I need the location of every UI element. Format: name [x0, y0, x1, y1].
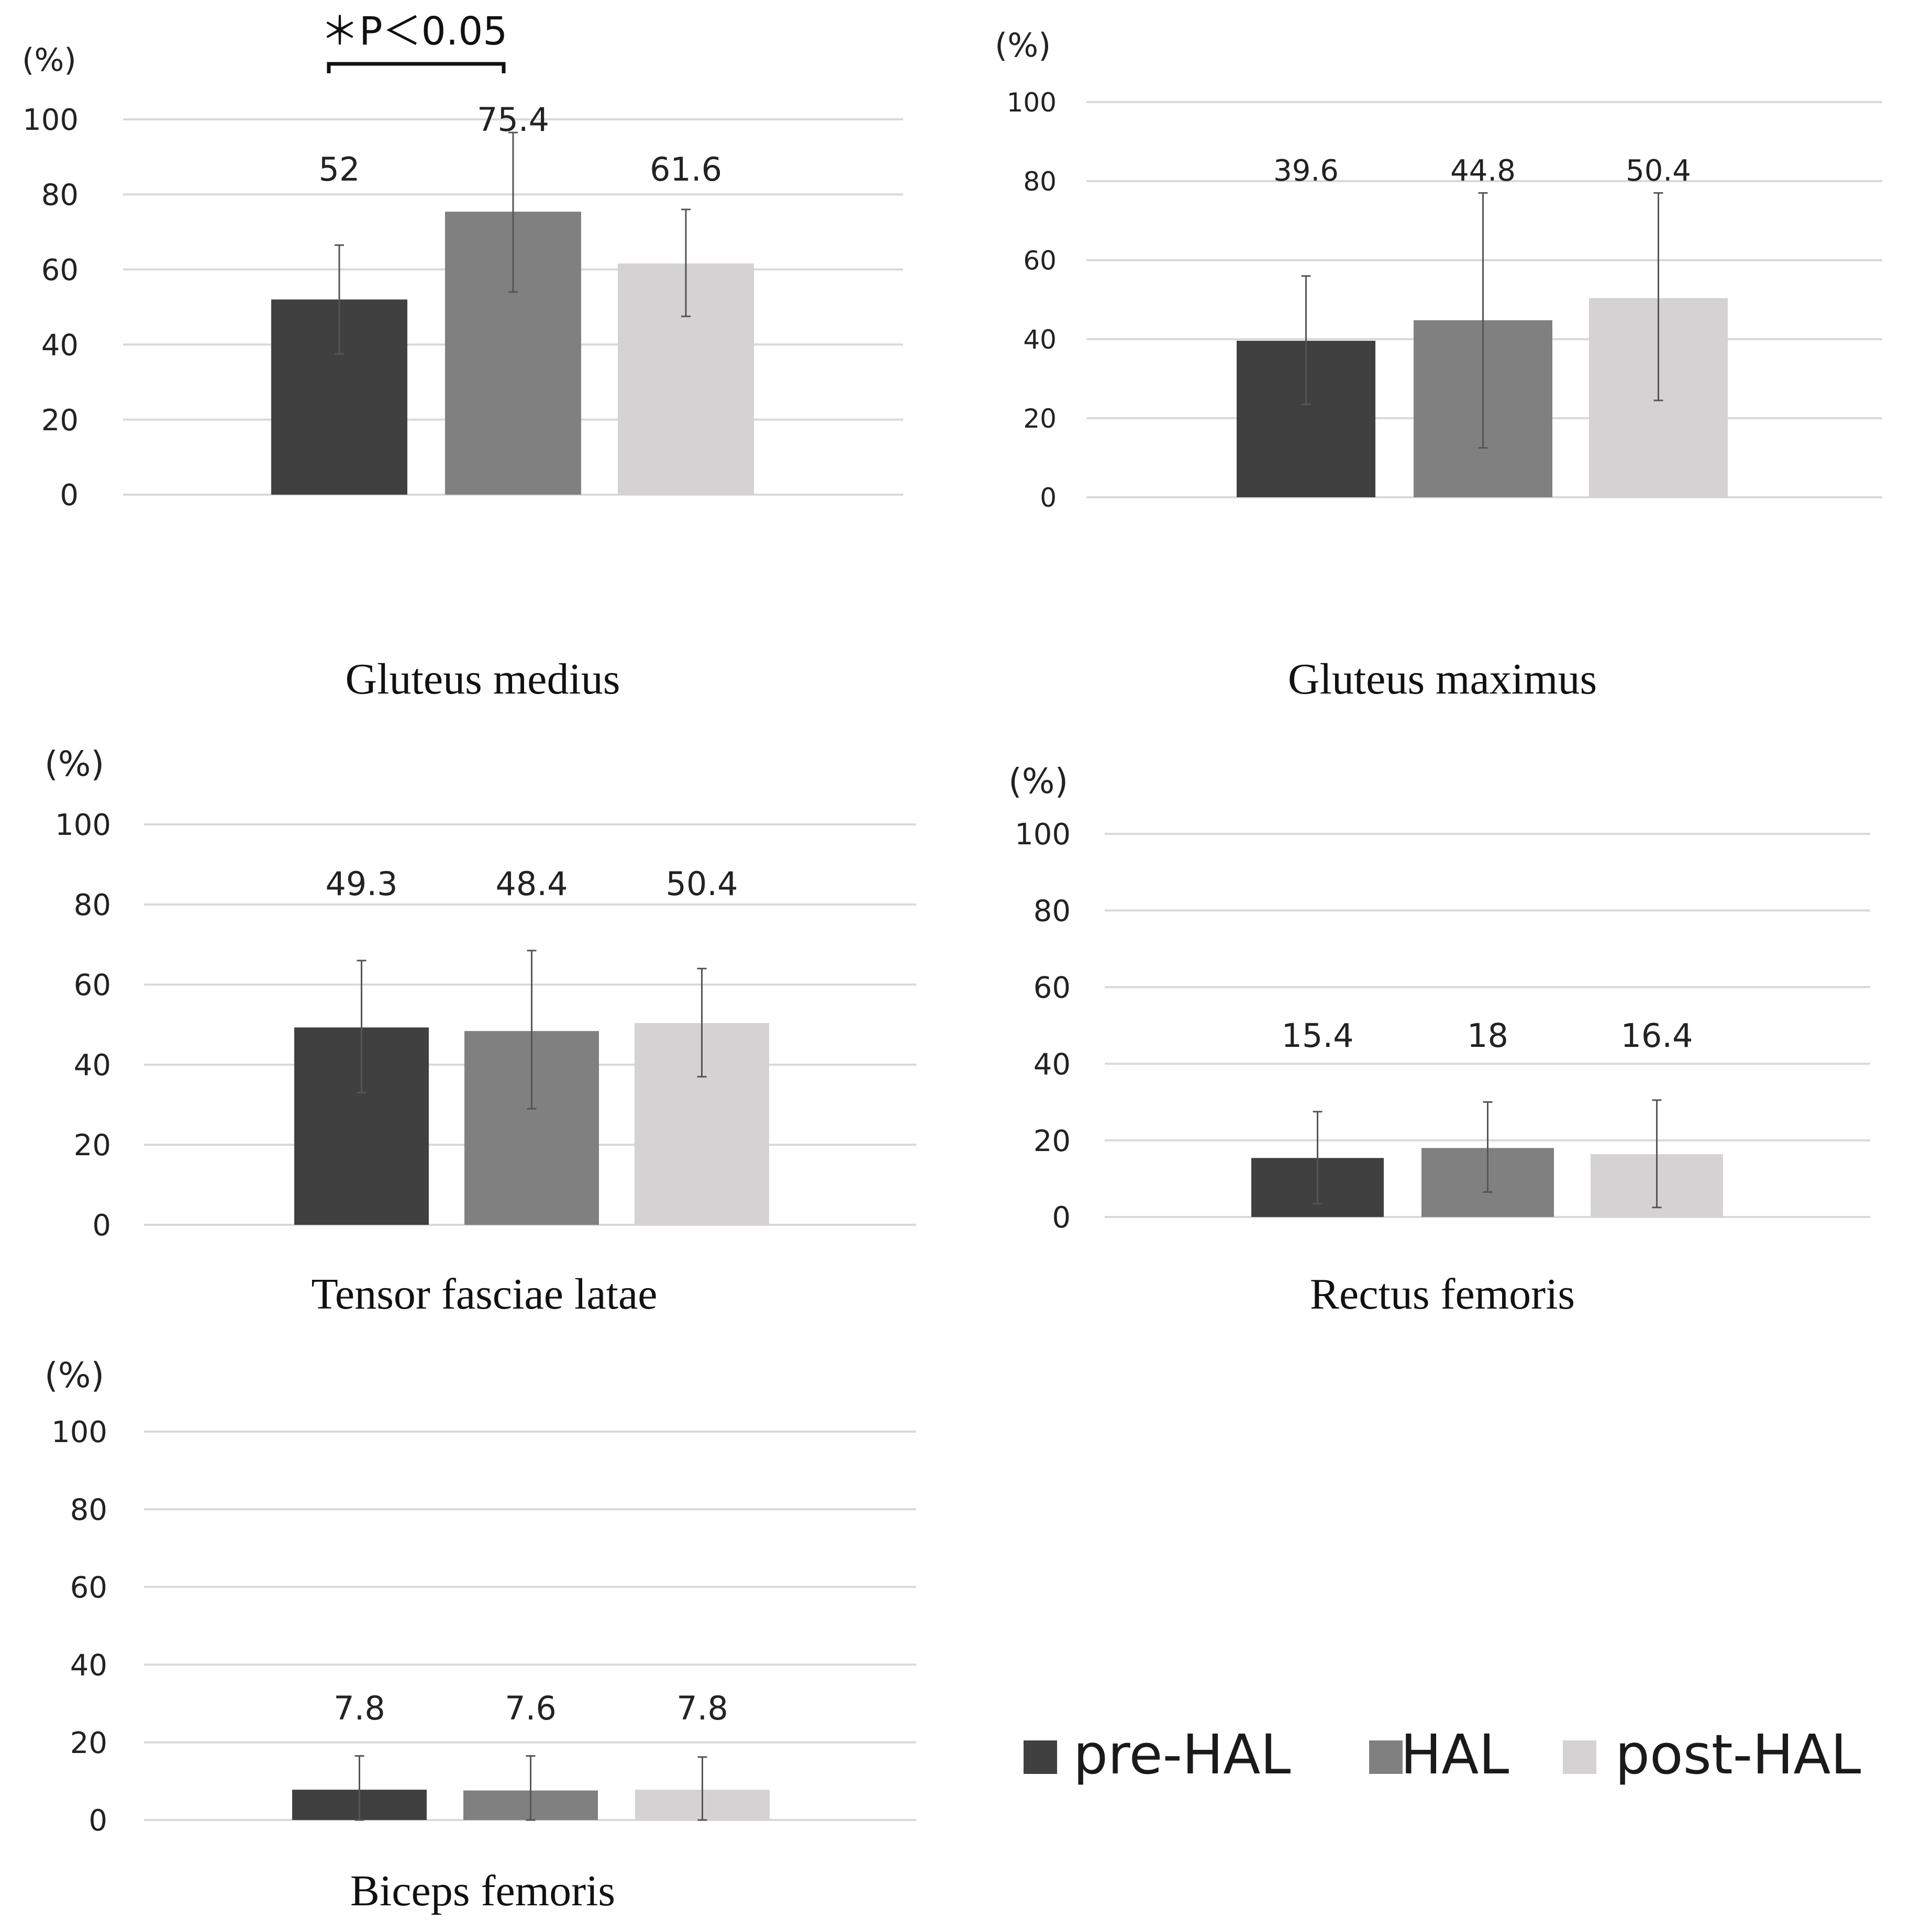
- value-label-pre-hal: 49.3: [325, 865, 397, 903]
- y-tick-label: 80: [1023, 166, 1057, 197]
- y-tick-label: 40: [1034, 1047, 1071, 1081]
- y-tick-label: 40: [70, 1648, 107, 1682]
- y-tick-label: 20: [74, 1129, 111, 1163]
- y-tick-label: 100: [55, 808, 111, 842]
- chart-gluteus-medius: 0 20 40 60 80 100 (%) 52 75.4 61.6 Gluteus medius ＊…: [22, 9, 903, 703]
- value-label-pre-hal: 52: [319, 150, 360, 188]
- y-tick-label: 40: [74, 1048, 111, 1082]
- y-tick-label: 80: [74, 888, 111, 922]
- y-tick-label: 20: [41, 404, 79, 438]
- y-axis-label: (%): [45, 1355, 104, 1395]
- y-tick-label: 40: [41, 328, 79, 362]
- value-label-post-hal: 7.8: [676, 1689, 728, 1727]
- value-label-hal: 18: [1467, 1017, 1508, 1055]
- value-label-post-hal: 16.4: [1620, 1017, 1693, 1055]
- y-tick-label: 20: [1023, 404, 1057, 434]
- chart-biceps-femoris: 0 20 40 60 80 100 (%) 7.8 7.6 7.8 Biceps femoris: [45, 1355, 916, 1915]
- significance-bracket: [327, 62, 506, 73]
- y-tick-label: 80: [1034, 895, 1071, 929]
- y-tick-label: 100: [51, 1415, 107, 1449]
- value-label-hal: 48.4: [495, 865, 568, 903]
- y-axis-label: (%): [995, 26, 1051, 64]
- y-tick-label: 0: [1052, 1201, 1071, 1235]
- chart-rectus-femoris: 0 20 40 60 80 100 (%) 15.4 18 16.4 Rectus femoris: [1008, 761, 1870, 1319]
- y-axis-label: (%): [45, 744, 104, 784]
- legend-label-post-hal: post-HAL: [1615, 1723, 1861, 1786]
- chart-tensor-fasciae-latae: 0 20 40 60 80 100 (%) 49.3 48.4 50.4 Tensor fascia…: [45, 744, 916, 1319]
- y-tick-label: 40: [1023, 325, 1057, 355]
- y-tick-label: 0: [92, 1209, 111, 1243]
- y-tick-label: 60: [1034, 971, 1071, 1005]
- y-axis-label: (%): [1008, 761, 1068, 801]
- chart-gluteus-maximus: 0 20 40 60 80 100 (%) 39.6 44.8 50.4 Gluteus maxim…: [995, 26, 1882, 703]
- y-tick-label: 60: [70, 1571, 107, 1605]
- value-label-hal: 7.6: [505, 1689, 557, 1727]
- legend-swatch-hal: [1369, 1740, 1403, 1774]
- chart-title: Biceps femoris: [350, 1867, 615, 1915]
- y-tick-label: 20: [70, 1726, 107, 1760]
- chart-title: Gluteus maximus: [1288, 655, 1597, 703]
- chart-title: Rectus femoris: [1310, 1270, 1575, 1319]
- y-tick-label: 60: [41, 253, 79, 287]
- chart-title: Tensor fasciae latae: [311, 1270, 657, 1319]
- y-tick-label: 0: [60, 478, 79, 512]
- legend-swatch-pre-hal: [1024, 1740, 1057, 1774]
- value-label-hal: 44.8: [1450, 154, 1516, 188]
- y-tick-label: 100: [1007, 87, 1057, 118]
- y-tick-label: 60: [1023, 245, 1057, 276]
- value-label-post-hal: 50.4: [1626, 154, 1691, 188]
- value-label-pre-hal: 7.8: [334, 1689, 385, 1727]
- value-label-pre-hal: 15.4: [1281, 1017, 1353, 1055]
- legend-label-pre-hal: pre-HAL: [1073, 1723, 1291, 1786]
- y-tick-label: 80: [41, 178, 79, 213]
- value-label-pre-hal: 39.6: [1273, 154, 1339, 188]
- value-label-post-hal: 61.6: [650, 150, 722, 188]
- chart-title: Gluteus medius: [346, 655, 620, 703]
- y-tick-label: 80: [70, 1493, 107, 1527]
- y-tick-label: 0: [88, 1804, 107, 1838]
- value-label-post-hal: 50.4: [665, 865, 738, 903]
- y-tick-label: 0: [1040, 483, 1057, 513]
- y-tick-label: 100: [23, 103, 79, 137]
- y-axis-label: (%): [22, 42, 76, 79]
- significance-label: ＊P＜0.05: [320, 9, 507, 54]
- y-tick-label: 100: [1015, 818, 1071, 852]
- y-tick-label: 60: [74, 968, 111, 1002]
- legend-swatch-post-hal: [1563, 1740, 1596, 1774]
- y-tick-label: 20: [1034, 1124, 1071, 1158]
- legend-label-hal: HAL: [1401, 1723, 1509, 1786]
- legend: pre-HAL HAL post-HAL: [1024, 1723, 1861, 1786]
- value-label-hal: 75.4: [477, 100, 549, 139]
